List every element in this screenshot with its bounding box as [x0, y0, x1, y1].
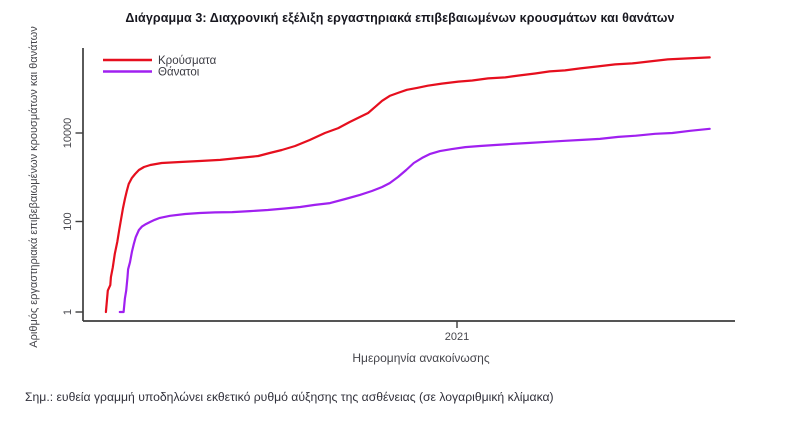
chart-title: Διάγραμμα 3: Διαχρονική εξέλιξη εργαστηρ… [125, 11, 675, 25]
chart-legend: Κρούσματα Θάνατοι [103, 55, 217, 79]
y-tick-label-1: 1 [62, 309, 74, 315]
deaths-legend-label: Θάνατοι [158, 67, 200, 79]
x-tick-label-2021: 2021 [445, 331, 469, 343]
y-tick-label-10000: 10000 [62, 118, 74, 149]
deaths-line-series [118, 127, 711, 314]
cases-legend-label: Κρούσματα [158, 55, 217, 67]
x-axis-ticks: 2021 [445, 321, 469, 343]
cases-line-series [104, 56, 711, 314]
x-axis-title: Ημερομηνία ανακοίνωσης [352, 351, 489, 365]
y-axis-title: Αριθμός εργαστηριακά επιβεβαιωμένων κρου… [28, 26, 40, 348]
y-axis-ticks: 1 100 10000 [62, 118, 83, 315]
axes [82, 48, 735, 322]
footnote: Σημ.: ευθεία γραμμή υποδηλώνει εκθετικό … [25, 390, 554, 404]
y-tick-label-100: 100 [62, 212, 74, 230]
